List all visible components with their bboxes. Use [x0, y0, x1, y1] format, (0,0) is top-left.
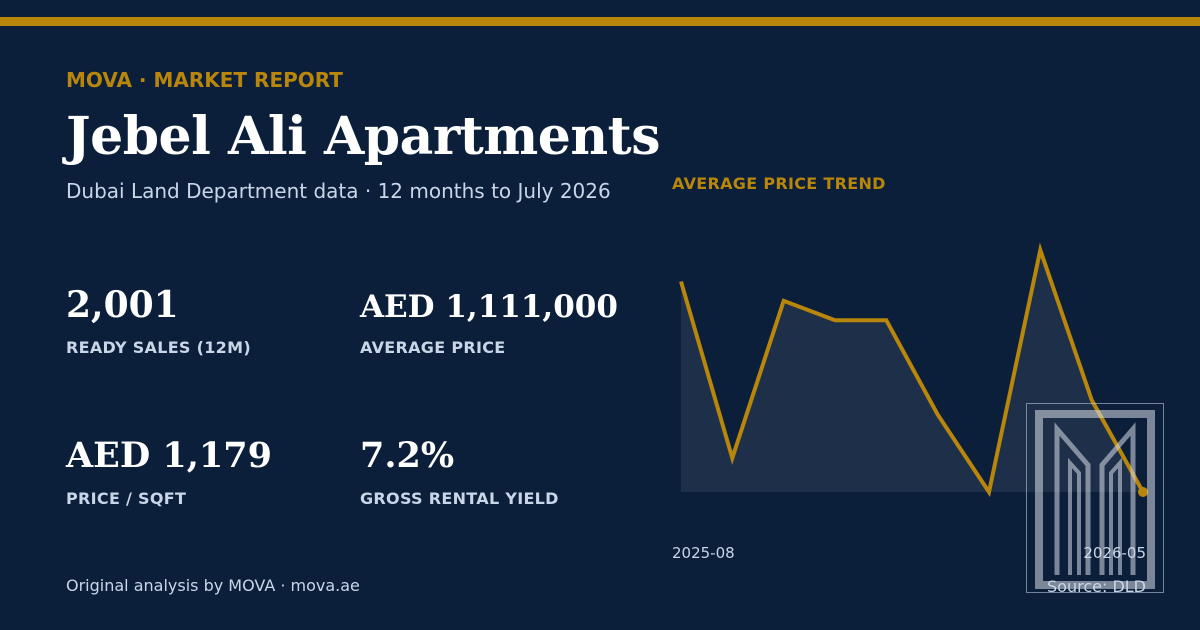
stat-average-price-value: AED 1,111,000	[360, 289, 618, 325]
page-subtitle: Dubai Land Department data · 12 months t…	[66, 179, 611, 203]
stat-rental-yield-value: 7.2%	[360, 435, 455, 476]
mova-m-logo-icon	[1026, 403, 1164, 593]
stat-average-price-label: AVERAGE PRICE	[360, 338, 506, 357]
page-title: Jebel Ali Apartments	[66, 106, 660, 167]
stat-price-per-sqft-label: PRICE / SQFT	[66, 489, 187, 508]
stat-price-per-sqft-value: AED 1,179	[66, 435, 272, 476]
top-accent-bar	[0, 17, 1200, 26]
stat-ready-sales-label: READY SALES (12M)	[66, 338, 251, 357]
x-tick-last: 2026-05	[1083, 544, 1146, 562]
report-eyebrow: MOVA · MARKET REPORT	[66, 68, 343, 92]
stat-ready-sales-value: 2,001	[66, 284, 179, 326]
footer-credit: Original analysis by MOVA · mova.ae	[66, 576, 360, 595]
chart-title: AVERAGE PRICE TREND	[672, 174, 886, 193]
chart-source: Source: DLD	[1047, 577, 1146, 596]
stat-rental-yield-label: GROSS RENTAL YIELD	[360, 489, 559, 508]
x-tick-first: 2025-08	[672, 544, 735, 562]
